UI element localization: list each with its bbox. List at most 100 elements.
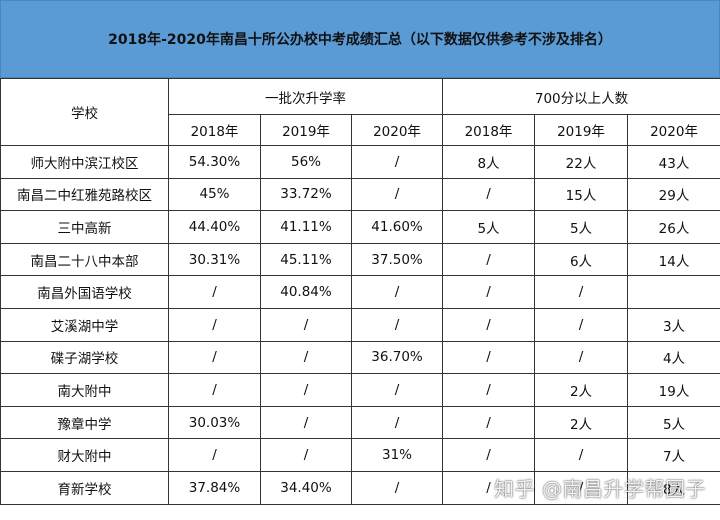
table-cell: 19人 — [627, 373, 720, 407]
table-row: 豫章中学 30.03% / //2人 5人 — [0, 405, 720, 440]
table-cell: 14人 — [627, 242, 720, 277]
school-name-cell: 豫章中学 — [0, 405, 169, 440]
table-cell: / — [442, 275, 536, 309]
table-cell: / — [350, 145, 444, 179]
school-name-cell: 财大附中 — [0, 438, 169, 472]
watermark: 知乎 @南昌升学帮圆子 — [494, 477, 706, 501]
table-cell: / — [442, 307, 536, 342]
table-title: 2018年-2020年南昌十所公办校中考成绩汇总（以下数据仅供参考不涉及排名） — [0, 0, 720, 78]
school-name-cell: 碟子湖学校 — [0, 340, 169, 375]
table-cell: 54.30% — [168, 145, 261, 179]
school-name-cell: 艾溪湖中学 — [0, 307, 169, 342]
table-cell: 30.03% — [168, 405, 261, 440]
table-cell: / — [442, 242, 536, 277]
score-table: 学校 一批次升学率 700分以上人数 2018年 2019年 2020年 201… — [0, 78, 720, 505]
table-cell: / — [260, 405, 352, 440]
table-cell: / — [350, 177, 444, 212]
table-cell: / — [168, 307, 261, 342]
table-cell: 8人 — [442, 145, 536, 179]
table-row: 南昌外国语学校/40.84% / / / — [0, 275, 720, 309]
table-cell: 26人 — [627, 210, 720, 244]
table-row: 南大附中 / / //2人 19人 — [0, 373, 720, 407]
table-cell: / — [350, 275, 444, 309]
header-school: 学校 — [0, 78, 169, 146]
table-cell: / — [442, 470, 536, 505]
table-cell: 5人 — [534, 210, 629, 244]
table-row: 南昌二中红雅苑路校区 45% 33.72% //15人 29人 — [0, 177, 720, 212]
table-cell: 2人 — [534, 373, 629, 407]
header-year: 2020年 — [627, 114, 720, 146]
table-cell: 4人 — [627, 340, 720, 375]
table-cell: 15人 — [534, 177, 629, 212]
table-cell: 5人 — [627, 405, 720, 440]
table-cell: / — [534, 438, 629, 472]
table-cell: 2人 — [534, 405, 629, 440]
school-name-cell: 三中高新 — [0, 210, 169, 244]
table-cell: 44.40% — [168, 210, 261, 244]
table-cell: / — [168, 438, 261, 472]
table-cell: 5人 — [442, 210, 536, 244]
table-cell: 33.72% — [260, 177, 352, 212]
school-name-cell: 南昌外国语学校 — [0, 275, 169, 309]
table-cell: / — [534, 340, 629, 375]
table-cell: / — [168, 275, 261, 309]
table-cell — [627, 275, 720, 309]
table-cell: 41.11% — [260, 210, 352, 244]
table-cell: 29人 — [627, 177, 720, 212]
table-row: 碟子湖学校 //36.70% //4人 — [0, 340, 720, 375]
school-name-cell: 南昌二中红雅苑路校区 — [0, 177, 169, 212]
table-cell: / — [260, 438, 352, 472]
table-cell: / — [350, 470, 444, 505]
table-cell: / — [442, 340, 536, 375]
table-cell: / — [534, 275, 629, 309]
table-cell: 37.50% — [350, 242, 444, 277]
table-cell: / — [168, 340, 261, 375]
school-name-cell: 南昌二十八中本部 — [0, 242, 169, 277]
header-row-2: 2018年 2019年 2020年 2018年 2019年 2020年 — [1, 114, 720, 146]
table-cell: 45% — [168, 177, 261, 212]
header-year: 2019年 — [534, 114, 629, 146]
table-cell: 8人 — [627, 470, 720, 505]
table-cell: / — [350, 373, 444, 407]
header-year: 2019年 — [260, 114, 352, 146]
school-name-cell: 师大附中滨江校区 — [0, 145, 169, 179]
table-cell: / — [442, 177, 536, 212]
header-group-rate: 一批次升学率 — [167, 78, 444, 115]
table-cell: / — [260, 373, 352, 407]
table-cell: 36.70% — [350, 340, 444, 375]
table-cell: 56% — [260, 145, 352, 179]
table-row: 师大附中滨江校区 54.30% 56%/8人 22人 43人 — [0, 145, 720, 179]
table-row: 南昌二十八中本部 30.31% 45.11% 37.50%/6人 14人 — [0, 242, 720, 277]
table-cell: / — [350, 405, 444, 440]
table-row: 艾溪湖中学 / / / //3人 — [0, 307, 720, 342]
table-cell: / — [534, 470, 629, 505]
table-cell: 6人 — [534, 242, 629, 277]
table-cell: / — [168, 373, 261, 407]
table-cell: / — [442, 438, 536, 472]
table-cell: / — [534, 307, 629, 342]
school-name-cell: 育新学校 — [0, 470, 169, 505]
table-cell: 37.84% — [168, 470, 261, 505]
header-group-700: 700分以上人数 — [442, 78, 720, 115]
table-cell: 31% — [350, 438, 444, 472]
school-name-cell: 南大附中 — [0, 373, 169, 407]
table-cell: 34.40% — [260, 470, 352, 505]
header-year: 2018年 — [168, 114, 261, 146]
table-cell: 41.60% — [350, 210, 444, 244]
table-row: 三中高新 44.40% 41.11% 41.60% 5人 5人 26人 — [0, 210, 720, 244]
table-cell: 7人 — [627, 438, 720, 472]
header-year: 2018年 — [442, 114, 536, 146]
table-cell: 40.84% — [260, 275, 352, 309]
header-row-1: 学校 一批次升学率 700分以上人数 — [0, 78, 720, 146]
table-row: 育新学校 37.84% 34.40% / //8人 — [0, 470, 720, 505]
table-cell: 30.31% — [168, 242, 261, 277]
table-cell: / — [442, 373, 536, 407]
table-cell: / — [260, 307, 352, 342]
table-cell: 22人 — [534, 145, 629, 179]
table-cell: 45.11% — [260, 242, 352, 277]
table-cell: 3人 — [627, 307, 720, 342]
table-cell: 43人 — [627, 145, 720, 179]
header-year: 2020年 — [350, 114, 444, 146]
table-cell: / — [260, 340, 352, 375]
